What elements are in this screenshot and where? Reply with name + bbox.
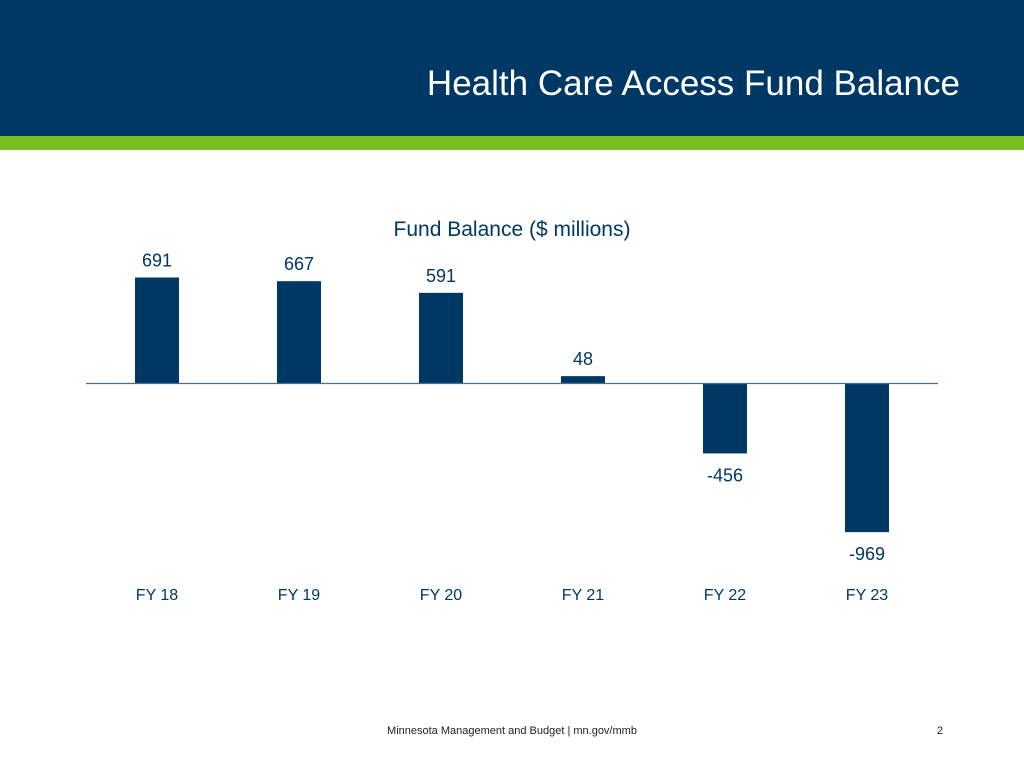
data-label: 667 — [284, 254, 314, 274]
accent-stripe — [0, 136, 1024, 150]
bar-fy-19 — [277, 281, 321, 384]
header-band — [0, 0, 1024, 136]
data-label: -456 — [707, 465, 743, 485]
category-label: FY 19 — [278, 587, 321, 604]
bar-fy-21 — [561, 376, 605, 384]
data-label: -969 — [849, 544, 885, 564]
data-label: 48 — [573, 349, 593, 369]
category-label: FY 23 — [846, 587, 889, 604]
bar-fy-20 — [419, 292, 463, 384]
data-label: 591 — [426, 266, 456, 286]
category-label: FY 21 — [562, 587, 605, 604]
category-label: FY 22 — [704, 587, 747, 604]
bar-fy-23 — [845, 383, 889, 533]
data-label: 691 — [142, 251, 172, 271]
footer-text: Minnesota Management and Budget | mn.gov… — [387, 725, 637, 737]
category-label: FY 20 — [420, 587, 463, 604]
slide-title: Health Care Access Fund Balance — [426, 64, 960, 103]
category-label: FY 18 — [136, 587, 179, 604]
chart-title: Fund Balance ($ millions) — [394, 218, 631, 241]
bar-fy-18 — [135, 277, 179, 384]
bar-fy-22 — [703, 383, 747, 454]
page-number: 2 — [936, 725, 943, 737]
